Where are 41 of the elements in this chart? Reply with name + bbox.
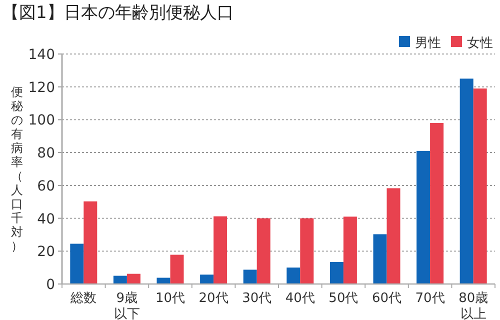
y-tick-label: 120 [28,80,55,96]
bar [330,262,344,284]
bar [214,216,228,284]
legend-label: 女性 [467,36,493,51]
x-tick-label: 30代 [242,291,272,306]
bar [460,78,474,284]
x-tick-label: 40代 [285,291,315,306]
x-tick-label: 60代 [372,291,402,306]
bar [473,88,487,284]
bar [416,150,430,284]
x-tick-label: 80歳以上 [458,291,488,320]
y-tick-label: 0 [46,277,55,293]
bar [386,188,400,284]
x-tick-label: 50代 [328,291,358,306]
x-tick-label: 10代 [155,291,186,306]
bar [126,274,140,284]
x-tick-label: 総数 [70,291,97,306]
y-tick-label: 60 [37,178,55,194]
bar [343,216,357,284]
y-tick-label: 20 [37,244,55,260]
chart-title: 【図1】日本の年齢別便秘人口 [2,3,234,23]
x-tick-label: 9歳以下 [114,291,140,320]
bar [430,123,444,284]
x-tick-label: 70代 [415,291,445,306]
y-tick-label: 80 [37,146,55,162]
bar [286,268,300,284]
bar [256,218,270,284]
bar [243,270,257,284]
y-tick-label: 140 [28,47,55,63]
legend-label: 男性 [415,36,441,51]
bar [84,201,98,284]
bar [373,234,387,284]
bar [113,276,127,284]
bar [170,254,184,284]
text: 便秘の有病率（人口千対） [11,85,23,253]
bar [300,218,314,284]
bar [200,274,214,284]
y-tick-label: 100 [28,112,55,129]
bar [70,244,84,284]
x-tick-label: 20代 [198,291,228,306]
y-tick-label: 40 [37,211,55,228]
